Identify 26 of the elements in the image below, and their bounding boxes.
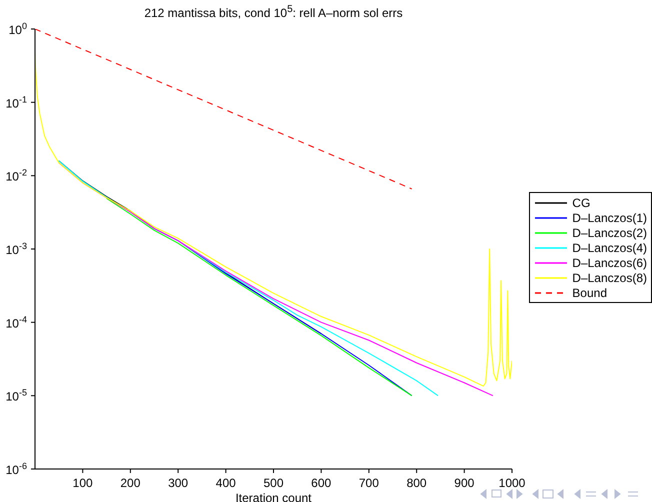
y-tick-label: 10$^{-6}$ [6,461,27,477]
x-axis-title: Iteration count [235,491,312,502]
y-tick-label: 10$^{0}$ [8,21,27,37]
y-tick-label: 10$^{-1}$ [6,94,27,110]
x-tick-label: 300 [168,476,188,490]
x-tick-label: 600 [311,476,332,490]
x-tick-label: 100 [72,476,94,490]
x-tick-label: 800 [406,476,427,490]
legend-label: Bound [572,286,607,300]
x-tick-label: 500 [263,476,284,490]
y-tick-label: 10$^{-3}$ [6,241,27,257]
chart-title: 212 mantissa bits, cond 10$^{5}$: rell A–norm sol errs [143,4,404,20]
x-tick-label: 400 [216,476,236,490]
legend-label: D–Lanczos(1) [572,210,647,224]
y-tick-label: 10$^{-4}$ [6,314,27,330]
y-tick-label: 10$^{-5}$ [6,388,27,404]
x-tick-label: 200 [120,476,141,490]
x-tick-label: 900 [454,476,475,490]
legend-label: CG [572,196,590,210]
legend-label: D–Lanczos(6) [572,256,647,270]
legend-label: D–Lanczos(4) [572,240,647,254]
legend-label: D–Lanczos(8) [572,270,647,284]
legend-label: D–Lanczos(2) [572,226,647,240]
y-tick-label: 10$^{-2}$ [6,168,27,184]
x-tick-label: 700 [358,476,380,490]
x-tick-label: 1000 [498,476,526,490]
